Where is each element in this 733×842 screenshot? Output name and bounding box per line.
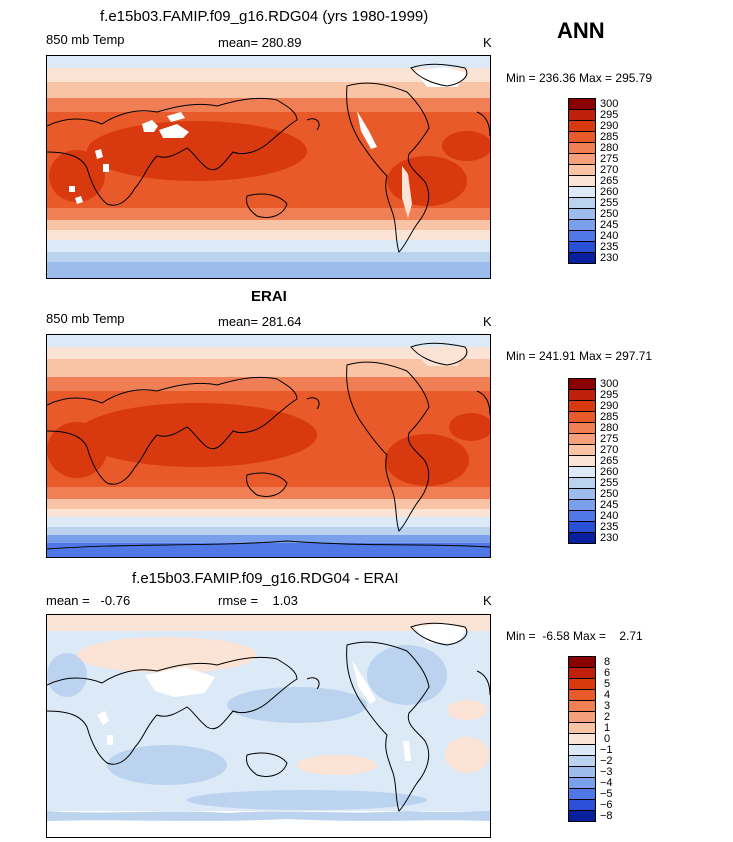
colorbar-tick-label: 270	[600, 444, 619, 456]
colorbar-tick-label: 260	[600, 466, 619, 478]
colorbar-tick-label: 0	[604, 733, 611, 745]
colorbar-tick-label: 265	[600, 455, 619, 467]
colorbar-tick-label: −2	[600, 755, 613, 767]
colorbar-tick-label: 230	[600, 252, 619, 264]
panel-1-mean-label: mean= 280.89	[218, 35, 302, 50]
panel-3-colorbar: 8 6 5 4 3 2 1 0 −1 −2 −3 −4 −5 −6 −8	[568, 656, 628, 831]
colorbar-tick-label: 280	[600, 142, 619, 154]
colorbar-cell	[568, 810, 596, 822]
colorbar-tick-label: 270	[600, 164, 619, 176]
colorbar-tick-label: 6	[604, 667, 611, 679]
panel-2-map	[46, 334, 491, 558]
colorbar-tick-label: 300	[600, 378, 619, 390]
colorbar-tick-label: −6	[600, 799, 613, 811]
panel-3-map	[46, 614, 491, 838]
panel-2-variable-label: 850 mb Temp	[46, 311, 125, 326]
colorbar-tick-label: 230	[600, 532, 619, 544]
colorbar-tick-label: 245	[600, 219, 619, 231]
colorbar-tick-label: 290	[600, 400, 619, 412]
colorbar-tick-label: 235	[600, 521, 619, 533]
panel-1-map	[46, 55, 491, 279]
panel-1-title: f.e15b03.FAMIP.f09_g16.RDG04 (yrs 1980-1…	[100, 8, 429, 25]
colorbar-tick-label: 235	[600, 241, 619, 253]
colorbar-tick-label: 295	[600, 109, 619, 121]
panel-2-mean-label: mean= 281.64	[218, 314, 302, 329]
panel-1-units-label: K	[483, 35, 492, 50]
colorbar-tick-label: 285	[600, 411, 619, 423]
colorbar-tick-label: 5	[604, 678, 611, 690]
panel-2-colorbar: 300 295 290 285 280 275 270 265 260 255 …	[568, 378, 628, 553]
colorbar-tick-label: −3	[600, 766, 613, 778]
panel-2-units-label: K	[483, 314, 492, 329]
colorbar-tick-label: 4	[604, 689, 611, 701]
colorbar-tick-label: 295	[600, 389, 619, 401]
colorbar-tick-label: 245	[600, 499, 619, 511]
colorbar-tick-label: 250	[600, 488, 619, 500]
colorbar-tick-label: 3	[604, 700, 611, 712]
colorbar-tick-label: 255	[600, 197, 619, 209]
colorbar-tick-label: 260	[600, 186, 619, 198]
colorbar-tick-label: 275	[600, 153, 619, 165]
colorbar-cell	[568, 252, 596, 264]
colorbar-tick-label: −4	[600, 777, 613, 789]
panel-2-minmax-label: Min = 241.91 Max = 297.71	[506, 349, 653, 363]
colorbar-tick-label: 2	[604, 711, 611, 723]
season-label: ANN	[557, 18, 605, 43]
colorbar-tick-label: −1	[600, 744, 613, 756]
colorbar-tick-label: 1	[604, 722, 611, 734]
colorbar-cell	[568, 532, 596, 544]
panel-3-units-label: K	[483, 593, 492, 608]
colorbar-tick-label: 265	[600, 175, 619, 187]
colorbar-tick-label: 240	[600, 230, 619, 242]
panel-1-minmax-label: Min = 236.36 Max = 295.79	[506, 71, 653, 85]
colorbar-tick-label: 255	[600, 477, 619, 489]
colorbar-tick-label: 8	[604, 656, 611, 668]
colorbar-tick-label: 300	[600, 98, 619, 110]
panel-3-title: f.e15b03.FAMIP.f09_g16.RDG04 - ERAI	[132, 570, 399, 587]
colorbar-tick-label: 280	[600, 422, 619, 434]
colorbar-tick-label: 285	[600, 131, 619, 143]
colorbar-tick-label: 240	[600, 510, 619, 522]
panel-3-rmse-label: rmse = 1.03	[218, 593, 298, 608]
colorbar-tick-label: −5	[600, 788, 613, 800]
colorbar-tick-label: −8	[600, 810, 613, 822]
colorbar-tick-label: 275	[600, 433, 619, 445]
panel-3-minmax-label: Min = -6.58 Max = 2.71	[506, 629, 643, 643]
panel-1-variable-label: 850 mb Temp	[46, 32, 125, 47]
panel-1-colorbar: 300 295 290 285 280 275 270 265 260 255 …	[568, 98, 628, 273]
panel-2-title: ERAI	[251, 288, 287, 305]
colorbar-tick-label: 290	[600, 120, 619, 132]
panel-3-mean-label: mean = -0.76	[46, 593, 131, 608]
colorbar-tick-label: 250	[600, 208, 619, 220]
